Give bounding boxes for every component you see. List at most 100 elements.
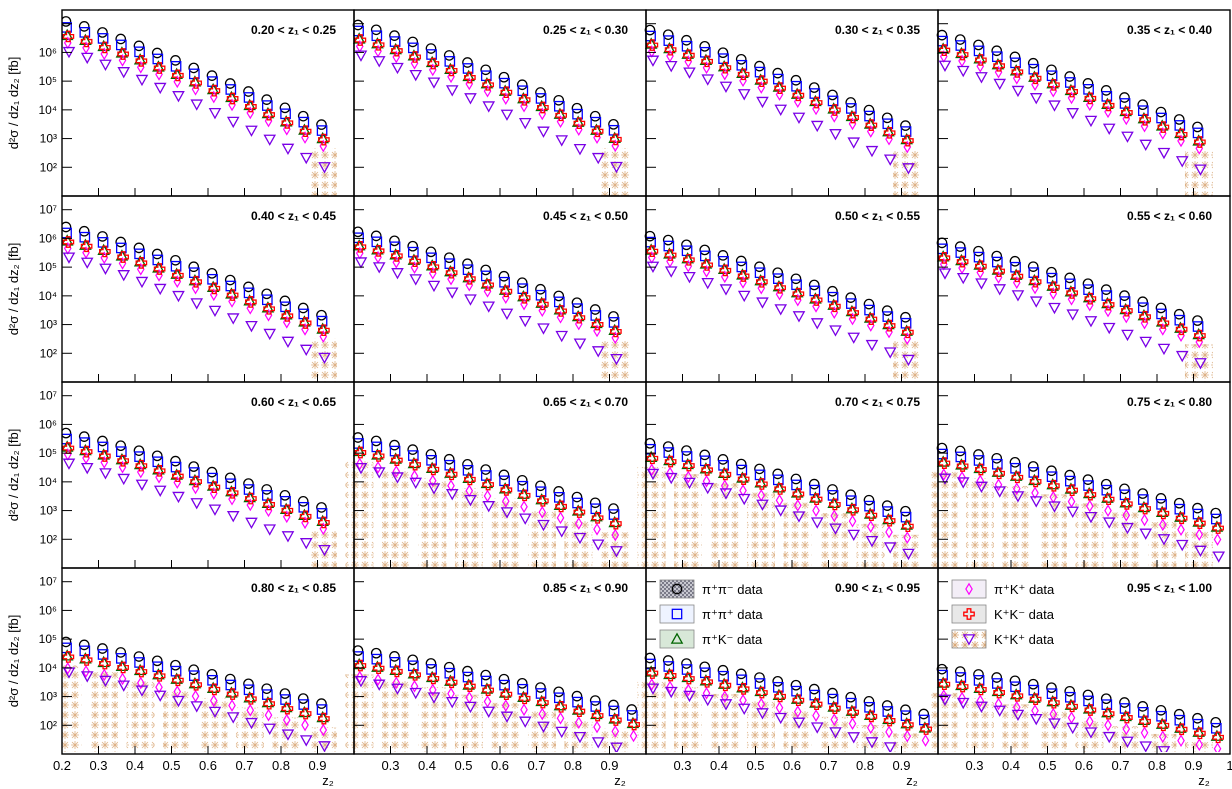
data-point — [573, 311, 586, 324]
panel-label: 0.45 < z₁ < 0.50 — [543, 209, 628, 223]
data-point — [885, 525, 893, 539]
data-point — [810, 722, 824, 734]
x-axis-label: z₂ — [1198, 773, 1210, 788]
legend-label: K⁺K⁺ data — [994, 632, 1055, 647]
data-point — [1212, 522, 1224, 534]
data-point — [754, 672, 765, 683]
data-point — [644, 652, 656, 664]
y-tick-label: 10³ — [40, 690, 57, 704]
data-point — [78, 21, 90, 32]
x-tick-label: 0.8 — [272, 758, 290, 773]
data-point — [354, 462, 368, 475]
data-point — [812, 709, 820, 722]
data-point — [97, 643, 108, 654]
data-point — [1046, 64, 1057, 76]
data-point — [354, 659, 367, 672]
data-point — [245, 492, 257, 505]
data-point — [117, 251, 129, 263]
y-tick-label: 10⁷ — [39, 389, 57, 403]
data-point — [1158, 730, 1167, 744]
data-point — [881, 112, 893, 124]
data-point — [808, 279, 820, 291]
y-axis-label: d²σ / dz₁ dz₂ [fb] — [6, 57, 21, 150]
data-point — [792, 511, 806, 523]
data-point — [1048, 302, 1061, 315]
data-point — [956, 460, 969, 472]
data-point — [810, 517, 824, 529]
data-point — [1084, 704, 1097, 716]
data-point — [462, 665, 473, 677]
x-tick-label: 0.4 — [1002, 758, 1020, 773]
data-point — [885, 725, 893, 739]
data-point — [535, 480, 546, 492]
data-point — [790, 74, 802, 86]
data-point — [409, 69, 423, 82]
data-point — [498, 71, 510, 83]
data-point — [993, 686, 1005, 699]
data-point — [115, 647, 127, 658]
data-point — [702, 474, 711, 488]
data-point — [593, 522, 601, 536]
data-point — [1084, 488, 1097, 501]
data-point — [410, 469, 419, 483]
kk-band — [491, 498, 520, 568]
data-point — [299, 538, 313, 550]
data-point — [80, 35, 93, 48]
data-point — [574, 517, 583, 530]
x-tick-label: 0.4 — [126, 758, 144, 773]
data-point — [1157, 343, 1171, 356]
x-tick-label: 0.2 — [53, 758, 71, 773]
y-tick-label: 10⁷ — [39, 575, 57, 589]
data-point — [863, 298, 875, 310]
data-point — [372, 662, 385, 675]
data-point — [684, 683, 693, 697]
data-point — [553, 486, 565, 497]
data-point — [573, 506, 586, 518]
data-point — [956, 65, 970, 78]
data-point — [281, 531, 295, 543]
data-point — [208, 504, 222, 516]
data-point — [1031, 486, 1039, 500]
data-point — [464, 701, 477, 714]
data-point — [1084, 292, 1097, 305]
data-point — [370, 435, 382, 447]
data-point — [1048, 479, 1060, 492]
data-point — [190, 678, 202, 691]
data-point — [756, 499, 769, 511]
data-point — [62, 30, 75, 43]
data-point — [881, 500, 893, 511]
data-point — [574, 716, 583, 729]
data-point — [993, 265, 1005, 277]
y-tick-label: 10⁴ — [38, 289, 57, 303]
data-point — [845, 691, 857, 703]
panel-label: 0.95 < z₁ < 1.00 — [1127, 581, 1212, 595]
data-point — [427, 483, 441, 495]
data-point — [610, 714, 622, 726]
data-point — [954, 445, 966, 457]
data-point — [589, 695, 601, 706]
data-point — [1082, 78, 1094, 89]
data-point — [318, 516, 330, 529]
data-point — [865, 509, 878, 522]
data-point — [1173, 114, 1185, 125]
data-point — [900, 505, 911, 517]
data-point — [1122, 722, 1131, 736]
data-point — [810, 698, 823, 710]
data-point — [666, 680, 674, 694]
data-point — [535, 682, 546, 693]
data-point — [662, 29, 674, 40]
kk-band — [89, 672, 118, 752]
data-point — [354, 446, 367, 459]
data-point — [993, 486, 1007, 498]
data-point — [389, 235, 400, 247]
data-point — [866, 721, 875, 735]
x-tick-label: 0.4 — [418, 758, 436, 773]
data-point — [1085, 499, 1094, 513]
data-point — [245, 517, 258, 530]
data-point — [243, 281, 254, 293]
data-point — [206, 267, 218, 279]
data-point — [1175, 156, 1189, 168]
kk-band — [272, 717, 301, 752]
data-point — [589, 304, 601, 315]
data-point — [1194, 358, 1207, 370]
